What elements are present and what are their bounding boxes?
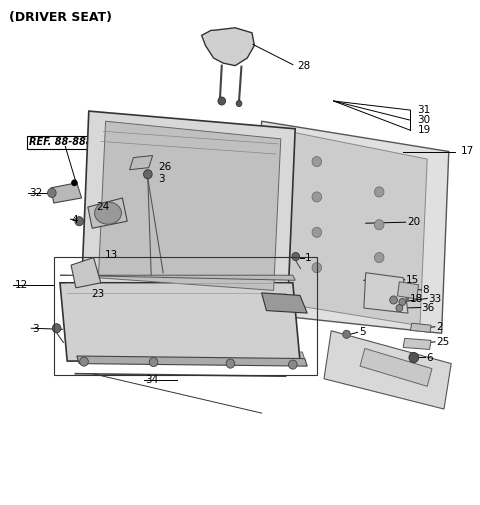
Circle shape <box>292 252 300 261</box>
Circle shape <box>374 220 384 230</box>
Circle shape <box>72 180 77 186</box>
Polygon shape <box>360 348 432 386</box>
Polygon shape <box>51 183 82 203</box>
Circle shape <box>390 296 397 304</box>
Polygon shape <box>77 356 307 366</box>
Text: 3: 3 <box>158 174 165 184</box>
Text: 25: 25 <box>436 337 449 347</box>
Text: 2: 2 <box>436 322 443 332</box>
Text: 1: 1 <box>305 252 312 263</box>
Polygon shape <box>254 121 449 333</box>
Circle shape <box>374 252 384 263</box>
Polygon shape <box>130 156 153 170</box>
Polygon shape <box>397 282 419 299</box>
Circle shape <box>80 357 88 366</box>
Polygon shape <box>74 349 305 360</box>
Polygon shape <box>410 323 431 332</box>
Text: 32: 32 <box>29 188 42 198</box>
Circle shape <box>374 187 384 197</box>
Text: 17: 17 <box>461 146 474 157</box>
Polygon shape <box>82 111 295 298</box>
Text: 30: 30 <box>418 115 431 125</box>
Text: 4: 4 <box>71 215 78 225</box>
Polygon shape <box>364 273 408 313</box>
Text: 15: 15 <box>406 275 419 285</box>
Text: 23: 23 <box>91 289 105 299</box>
Polygon shape <box>324 331 451 409</box>
Circle shape <box>312 227 322 237</box>
Polygon shape <box>281 131 427 326</box>
Circle shape <box>312 192 322 202</box>
Text: 24: 24 <box>96 202 109 212</box>
Circle shape <box>409 352 419 363</box>
Circle shape <box>52 324 61 333</box>
Text: 31: 31 <box>418 105 431 115</box>
Text: (DRIVER SEAT): (DRIVER SEAT) <box>9 11 112 24</box>
Polygon shape <box>60 275 295 280</box>
Circle shape <box>218 97 226 105</box>
Ellipse shape <box>95 202 121 224</box>
Text: 28: 28 <box>298 61 311 71</box>
Circle shape <box>144 170 152 179</box>
Circle shape <box>226 359 235 368</box>
Circle shape <box>396 305 403 312</box>
Text: 12: 12 <box>14 280 28 290</box>
Polygon shape <box>71 258 101 288</box>
Text: 3: 3 <box>33 324 39 334</box>
Text: 5: 5 <box>359 327 366 337</box>
Polygon shape <box>60 283 300 361</box>
Circle shape <box>374 283 384 293</box>
Polygon shape <box>98 121 281 290</box>
Circle shape <box>312 263 322 273</box>
Text: 8: 8 <box>422 285 429 295</box>
Circle shape <box>343 330 350 338</box>
Circle shape <box>149 358 158 367</box>
Text: 33: 33 <box>429 294 442 304</box>
Circle shape <box>312 157 322 167</box>
Text: 13: 13 <box>105 250 118 260</box>
Text: 6: 6 <box>426 352 433 363</box>
Text: 20: 20 <box>407 217 420 227</box>
Text: 34: 34 <box>145 375 159 385</box>
Circle shape <box>399 298 406 306</box>
Polygon shape <box>262 293 307 313</box>
Polygon shape <box>202 28 254 66</box>
Text: REF. 88-888: REF. 88-888 <box>29 137 92 147</box>
Polygon shape <box>403 338 431 349</box>
Polygon shape <box>88 198 127 228</box>
Circle shape <box>48 188 56 197</box>
Text: 19: 19 <box>418 125 431 135</box>
Text: 36: 36 <box>421 303 435 313</box>
Circle shape <box>236 100 242 107</box>
Text: 18: 18 <box>409 294 423 304</box>
Circle shape <box>288 360 297 369</box>
Circle shape <box>75 217 84 226</box>
Text: 26: 26 <box>158 162 172 172</box>
